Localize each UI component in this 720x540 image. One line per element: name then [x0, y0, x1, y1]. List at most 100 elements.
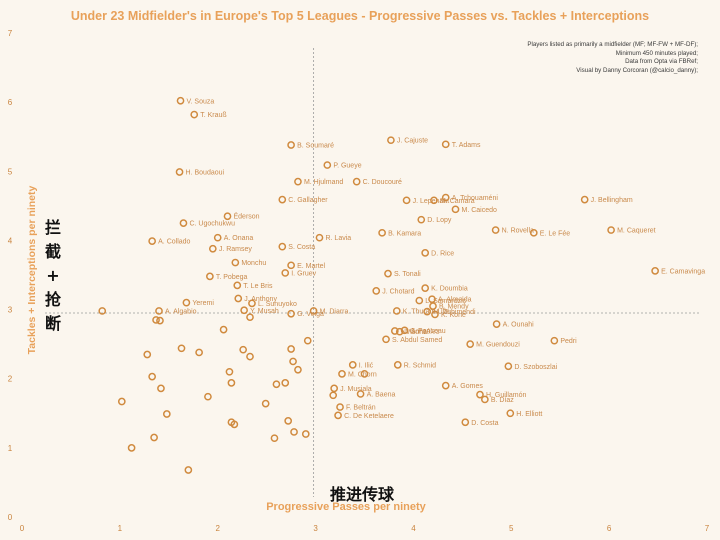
data-point: [423, 307, 431, 316]
point-label: M. Caqueret: [617, 228, 656, 235]
point-label: J. Ramsey: [219, 246, 253, 253]
point-label: R. Lavia: [325, 235, 351, 242]
x-tick-label: 2: [215, 524, 220, 533]
data-point: [284, 417, 293, 425]
y-tick-label: 0: [8, 513, 13, 522]
point-label: J. Anthony: [244, 296, 277, 303]
x-tick-label: 5: [509, 524, 514, 533]
point-label: S. Costa: [288, 244, 315, 251]
data-point: [309, 307, 318, 315]
point-label: J. Ponceau: [411, 328, 446, 335]
point-label: I. Gruev: [291, 270, 316, 277]
point-label: D. Costa: [471, 420, 498, 427]
point-label: J. Chotard: [382, 288, 414, 295]
point-label: M. Hjulmand: [304, 179, 343, 186]
point-label: D. Rice: [431, 250, 454, 257]
data-point: [182, 298, 191, 307]
x-tick-label: 4: [411, 524, 416, 533]
point-label: Y. Musah: [250, 308, 279, 315]
point-label: H. Boudaoui: [186, 169, 225, 176]
point-label: K. Thuram-Ulie: [403, 308, 450, 315]
point-label: D. Szoboszlai: [514, 364, 557, 371]
data-point: [179, 219, 188, 227]
y-tick-label: 2: [8, 375, 13, 384]
data-point: [323, 161, 332, 169]
data-point: [175, 168, 184, 176]
data-point: [334, 411, 342, 420]
point-label: I. Ilić: [359, 362, 374, 369]
data-point: [402, 196, 411, 205]
data-point: [382, 335, 390, 344]
data-point: [225, 367, 234, 376]
data-point: [395, 327, 404, 336]
data-point: [421, 249, 430, 257]
data-point: [287, 261, 295, 270]
data-point: [415, 296, 424, 305]
x-tick-label: 1: [118, 524, 123, 533]
y-tick-label: 5: [8, 167, 13, 176]
x-axis-label: Progressive Passes per ninety: [266, 501, 426, 513]
point-label: B. Soumaré: [297, 143, 334, 150]
point-label: M. Diarra: [320, 308, 349, 315]
data-point: [287, 141, 295, 149]
point-label: Yeremi: [192, 300, 214, 307]
data-point: [239, 345, 248, 354]
note-line: Visual by Danny Corcoran (@calcio_danny)…: [576, 66, 698, 74]
data-point: [384, 269, 392, 278]
data-point: [441, 381, 450, 390]
data-point: [278, 242, 287, 251]
point-label: A. Algabio: [165, 308, 197, 315]
data-point: [290, 428, 298, 436]
point-label: M. Camara: [440, 198, 475, 205]
point-label: S. Abdul Samed: [392, 337, 442, 344]
data-point: [315, 233, 324, 242]
point-label: C. De Ketelaere: [344, 413, 394, 420]
point-label: T. Adams: [452, 142, 481, 149]
data-point: [246, 352, 254, 361]
data-point: [156, 316, 164, 325]
data-point: [392, 307, 401, 315]
point-label: A. Tchouaméni: [452, 195, 499, 202]
data-point: [223, 212, 232, 221]
x-tick-label: 6: [607, 524, 612, 533]
data-point: [294, 365, 302, 374]
point-label: A. Gomes: [452, 383, 484, 390]
point-label: J. Bellingham: [591, 197, 633, 204]
point-label: J. Musiala: [340, 386, 372, 393]
point-label: L. Samardzic: [425, 298, 466, 305]
note-line: Minimum 450 minutes played;: [615, 49, 698, 57]
y-tick-label: 7: [8, 29, 13, 38]
data-point: [360, 370, 369, 378]
data-point: [651, 267, 659, 275]
point-label: B. Díaz: [491, 397, 514, 404]
point-label: G. Veiga: [297, 311, 324, 318]
data-point: [461, 418, 470, 427]
data-point: [492, 320, 501, 328]
data-point: [150, 433, 158, 442]
data-point: [421, 284, 430, 292]
cn-char: +: [46, 266, 60, 285]
data-point: [289, 357, 297, 366]
cn-char: 抢: [44, 290, 61, 309]
data-point: [352, 177, 361, 186]
data-point: [206, 272, 214, 281]
point-label: E. Martel: [297, 263, 325, 270]
note-line: Data from Opta via FBRef;: [625, 58, 698, 66]
point-label: T. Le Bris: [243, 283, 273, 290]
data-points: V. Souza T. Krauß B. Soumaré J. Cajuste T. A…: [98, 96, 705, 474]
cn-char: 断: [44, 314, 61, 333]
point-label: F. Beltrán: [346, 405, 376, 412]
data-point: [240, 306, 248, 315]
data-point: [390, 327, 399, 335]
data-point: [278, 195, 287, 204]
point-label: A. Onana: [224, 235, 254, 242]
data-point: [281, 269, 290, 277]
data-point: [329, 391, 338, 400]
axes: 0 1 2 3 4 5 6 7 0 1 2 3 4 5 6 7: [8, 29, 710, 533]
data-point: [155, 307, 163, 315]
data-point: [117, 397, 126, 406]
chart-notes: Players listed as primarily a midfielder…: [478, 41, 698, 75]
point-label: A. Almeida: [438, 297, 472, 304]
data-point: [491, 226, 500, 234]
